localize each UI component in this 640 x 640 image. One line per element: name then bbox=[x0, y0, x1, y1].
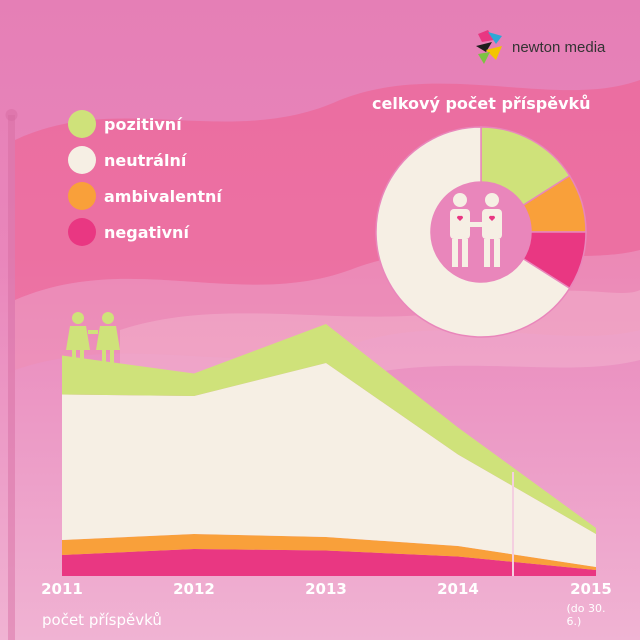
legend-swatch-pozitivni bbox=[68, 110, 96, 138]
legend-swatch-ambivalentni bbox=[68, 182, 96, 210]
x-tick-2012: 2012 bbox=[173, 580, 215, 598]
donut-chart bbox=[375, 126, 587, 338]
logo: newton media bbox=[474, 30, 605, 64]
legend-item-pozitivni: pozitivní bbox=[68, 106, 222, 142]
donut-hole bbox=[431, 182, 531, 282]
legend-item-negativni: negativní bbox=[68, 214, 222, 250]
area-series-negativni bbox=[62, 549, 596, 576]
x-tick-2015: 2015 bbox=[570, 580, 612, 598]
legend-swatch-negativni bbox=[68, 218, 96, 246]
x-tick-2011: 2011 bbox=[41, 580, 83, 598]
area-series-pozitivni bbox=[62, 324, 596, 534]
logo-text: newton media bbox=[512, 38, 606, 56]
x-tick-note-2015: (do 30. 6.) bbox=[566, 602, 606, 628]
y-axis-label: počet příspěvků bbox=[42, 611, 162, 629]
flag-pole-top bbox=[5, 109, 18, 121]
flag-pole bbox=[8, 115, 15, 640]
legend-item-neutralni: neutrální bbox=[68, 142, 222, 178]
female-couple-icon bbox=[66, 312, 120, 370]
legend-label-negativni: negativní bbox=[104, 222, 189, 242]
male-couple-icon bbox=[450, 193, 502, 267]
area-series-ambivalentni bbox=[62, 534, 596, 570]
legend-label-ambivalentni: ambivalentní bbox=[104, 186, 222, 206]
x-tick-2013: 2013 bbox=[305, 580, 347, 598]
x-tick-2014: 2014 bbox=[437, 580, 479, 598]
donut-title: celkový počet příspěvků bbox=[372, 94, 591, 113]
legend-swatch-neutralni bbox=[68, 146, 96, 174]
legend-label-neutralni: neutrální bbox=[104, 150, 187, 170]
newton-media-logo-icon bbox=[476, 30, 502, 64]
legend: pozitivní neutrální ambivalentní negativ… bbox=[68, 106, 222, 250]
area-series-neutralni bbox=[62, 363, 596, 567]
legend-label-pozitivni: pozitivní bbox=[104, 114, 182, 134]
area-chart bbox=[62, 324, 596, 576]
legend-item-ambivalentni: ambivalentní bbox=[68, 178, 222, 214]
